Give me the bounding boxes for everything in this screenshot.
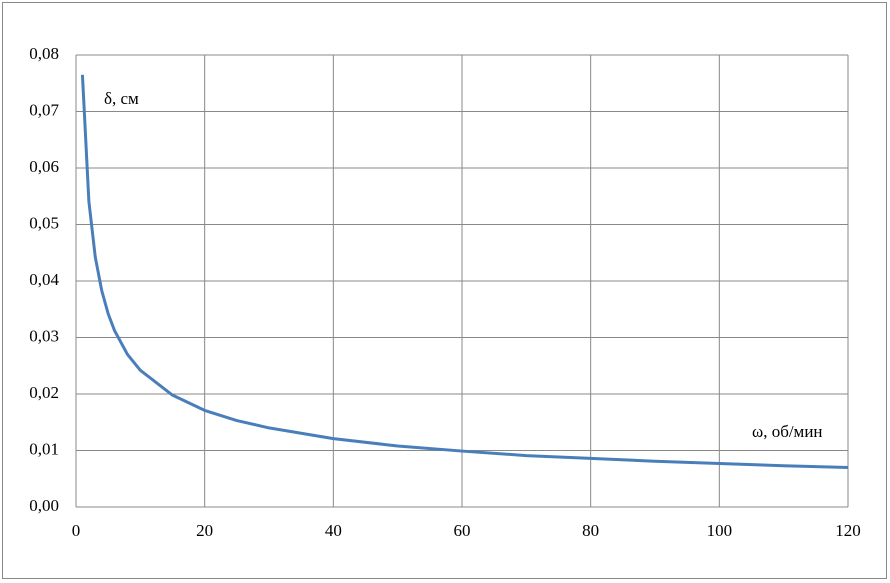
y-axis-label: δ, см: [104, 89, 139, 108]
y-tick-label: 0,04: [29, 270, 59, 289]
x-tick-label: 80: [582, 521, 599, 540]
y-tick-label: 0,06: [29, 157, 59, 176]
y-tick-label: 0,01: [29, 439, 59, 458]
y-tick-label: 0,02: [29, 383, 59, 402]
x-tick-label: 40: [325, 521, 342, 540]
data-line: [80, 74, 849, 469]
x-tick-label: 100: [707, 521, 733, 540]
y-tick-label: 0,07: [29, 100, 59, 119]
y-tick-label: 0,00: [29, 496, 59, 515]
x-tick-label: 120: [835, 521, 861, 540]
y-tick-label: 0,05: [29, 213, 59, 232]
y-tick-label: 0,03: [29, 326, 59, 345]
x-tick-label: 20: [196, 521, 213, 540]
y-tick-label: 0,08: [29, 44, 59, 63]
x-tick-label: 0: [72, 521, 81, 540]
x-tick-label: 60: [454, 521, 471, 540]
x-axis-label: ω, об/мин: [752, 422, 823, 441]
